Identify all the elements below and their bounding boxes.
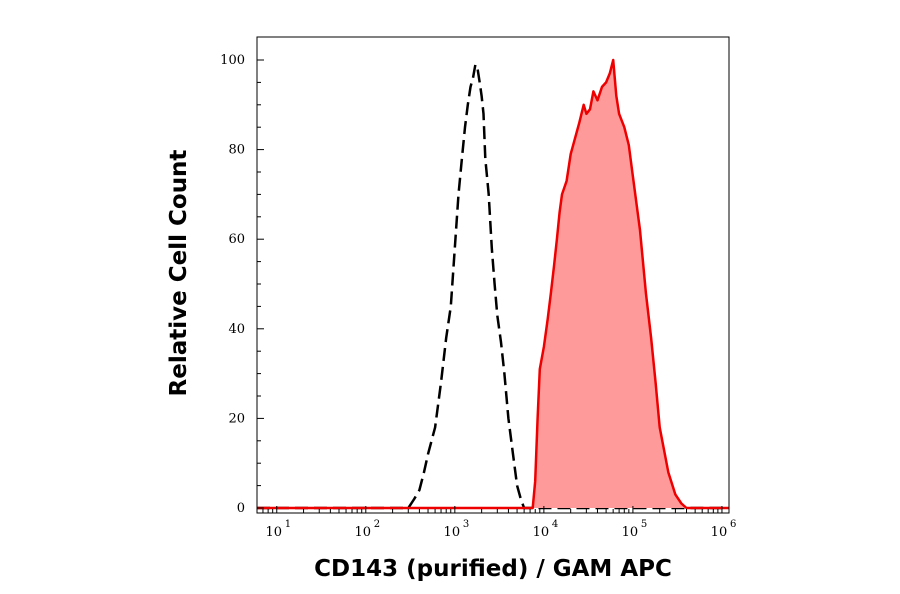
x-tick-exponent: 5 xyxy=(641,519,647,530)
x-tick-exponent: 4 xyxy=(552,519,558,530)
series-2-area xyxy=(257,60,729,508)
plot-frame xyxy=(256,36,730,514)
y-axis-title: Relative Cell Count xyxy=(166,150,192,397)
x-tick-label: 10 xyxy=(444,525,461,540)
y-tick-label: 60 xyxy=(228,232,245,247)
x-tick-label: 10 xyxy=(711,525,728,540)
series-layer xyxy=(257,58,729,510)
y-axis: 0 20 40 60 80 100 xyxy=(220,53,264,516)
x-tick-exponent: 3 xyxy=(463,519,469,530)
y-tick-label: 0 xyxy=(237,501,245,516)
y-tick-label: 80 xyxy=(228,143,245,158)
x-tick-exponent: 2 xyxy=(374,519,380,530)
x-tick-exponent: 1 xyxy=(285,519,291,530)
x-tick-label: 10 xyxy=(355,525,372,540)
y-tick-label: 40 xyxy=(228,322,245,337)
y-tick-label: 100 xyxy=(220,53,245,68)
x-axis-title: CD143 (purified) / GAM APC xyxy=(314,556,672,582)
y-tick-label: 20 xyxy=(228,411,245,426)
x-tick-exponent: 6 xyxy=(730,519,736,530)
x-tick-label: 10 xyxy=(533,525,550,540)
x-tick-label: 10 xyxy=(622,525,639,540)
series-2-line xyxy=(257,58,729,510)
x-tick-label: 10 xyxy=(265,525,282,540)
